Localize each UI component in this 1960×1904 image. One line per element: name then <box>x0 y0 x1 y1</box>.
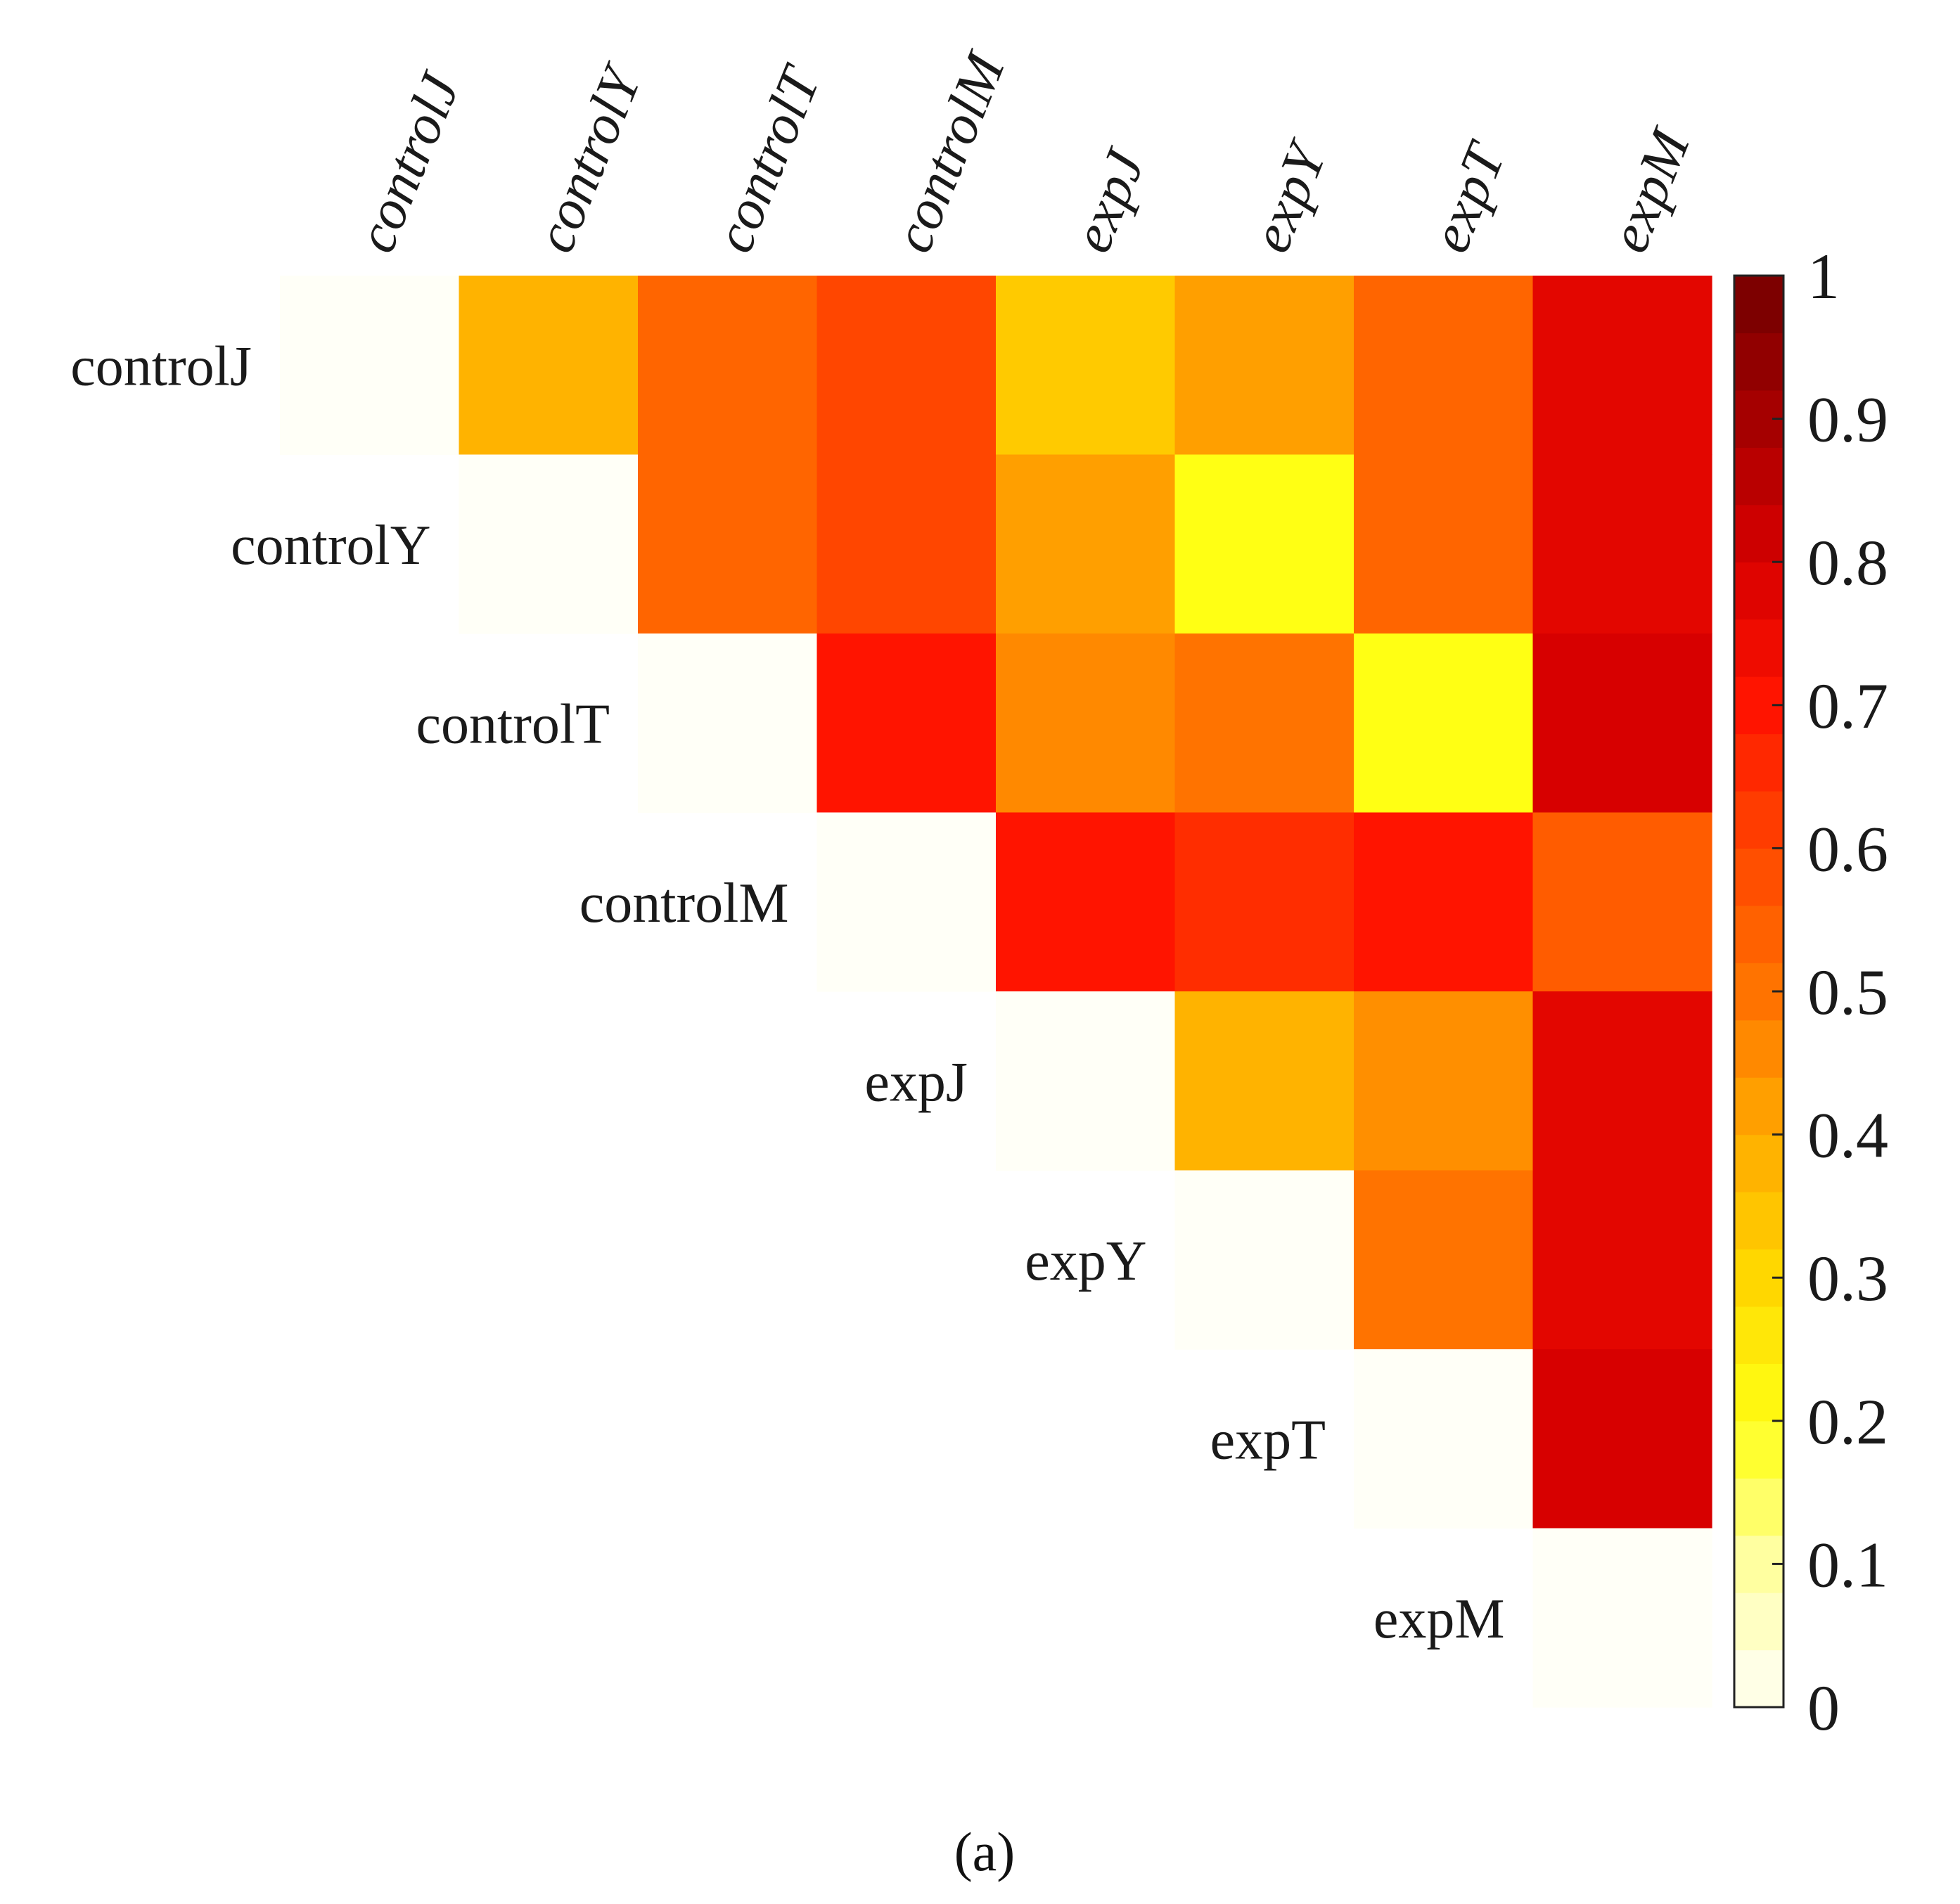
row-label: expY <box>1025 1230 1146 1292</box>
colorbar-segment <box>1734 790 1783 849</box>
heatmap-cell <box>1532 454 1712 634</box>
column-label: expJ <box>1061 140 1158 261</box>
row-label: controlM <box>579 873 789 934</box>
heatmap-cell <box>996 633 1176 813</box>
heatmap-cell <box>816 812 997 992</box>
column-label: controlT <box>703 56 833 261</box>
column-label: expY <box>1240 131 1340 261</box>
heatmap-cell <box>1532 1349 1712 1529</box>
heatmap-cell <box>996 991 1176 1171</box>
colorbar-segment <box>1734 562 1783 620</box>
heatmap-cell <box>1532 991 1712 1171</box>
heatmap-cell <box>638 454 818 634</box>
heatmap-cell <box>816 633 997 813</box>
colorbar-tick-label: 0.6 <box>1807 813 1888 885</box>
row-label: expM <box>1373 1588 1505 1650</box>
heatmap-cell <box>1354 812 1534 992</box>
row-label: expJ <box>864 1051 968 1113</box>
heatmap-cell <box>1354 1170 1534 1350</box>
row-label: controlJ <box>70 335 252 397</box>
colorbar: 0 0.1 0.2 0.3 0.4 0.5 0.6 0.7 0.8 0.9 1 <box>1733 240 1888 1744</box>
heatmap-cell <box>1174 454 1354 634</box>
column-label: expM <box>1598 119 1703 261</box>
heatmap-cell <box>1532 1170 1712 1350</box>
colorbar-segment <box>1734 1306 1783 1364</box>
colorbar-segment <box>1734 905 1783 963</box>
colorbar-segment <box>1734 1077 1783 1136</box>
heatmap-cell <box>638 633 818 813</box>
heatmap-cell <box>996 276 1176 456</box>
heatmap-cell <box>1532 276 1712 456</box>
row-label: controlT <box>416 693 610 755</box>
heatmap-cell <box>1174 633 1354 813</box>
colorbar-segment <box>1734 333 1783 391</box>
heatmap-cell <box>1354 633 1534 813</box>
heatmap-cell <box>1174 812 1354 992</box>
column-label: expT <box>1418 132 1518 260</box>
heatmap-cell <box>1354 991 1534 1171</box>
column-label: controlJ <box>345 63 473 261</box>
heatmap-cell <box>996 812 1176 992</box>
column-labels: controlJ controlY controlT controlM expJ expY… <box>345 42 1703 260</box>
heatmap-cell <box>1354 454 1534 634</box>
colorbar-segment <box>1734 848 1783 906</box>
colorbar-tick-label: 0.7 <box>1807 670 1888 742</box>
colorbar-segment <box>1734 619 1783 677</box>
heatmap-cell <box>1174 1170 1354 1350</box>
colorbar-tick-label: 0.3 <box>1807 1242 1888 1314</box>
heatmap-cell <box>1174 991 1354 1171</box>
colorbar-tick-label: 0.5 <box>1807 956 1888 1028</box>
heatmap-cell <box>996 454 1176 634</box>
panel-label: (a) <box>954 1821 1016 1882</box>
heatmap-cell <box>459 454 639 634</box>
heatmap-cell <box>1354 276 1534 456</box>
column-label: controlM <box>882 42 1018 260</box>
heatmap-cells <box>280 276 1712 1708</box>
colorbar-segment <box>1734 447 1783 506</box>
colorbar-segment <box>1734 1134 1783 1192</box>
colorbar-tick-label: 0.1 <box>1807 1529 1888 1600</box>
heatmap-cell <box>1532 633 1712 813</box>
heatmap-cell <box>638 276 818 456</box>
colorbar-segment <box>1734 1019 1783 1078</box>
colorbar-segment <box>1734 1192 1783 1250</box>
heatmap-cell <box>1174 276 1354 456</box>
colorbar-segment <box>1734 1420 1783 1479</box>
colorbar-segment <box>1734 1593 1783 1651</box>
colorbar-tick-label: 0 <box>1807 1672 1840 1744</box>
row-label: controlY <box>231 515 430 577</box>
column-label: controlY <box>524 55 655 261</box>
colorbar-segment <box>1734 1363 1783 1422</box>
colorbar-segment <box>1734 1649 1783 1708</box>
colorbar-tick-label: 0.9 <box>1807 384 1888 456</box>
heatmap-cell <box>459 276 639 456</box>
colorbar-segment <box>1734 504 1783 562</box>
colorbar-tick-label: 1 <box>1807 240 1840 312</box>
heatmap-cell <box>1532 812 1712 992</box>
heatmap-cell <box>1354 1349 1534 1529</box>
heatmap-cell <box>816 454 997 634</box>
colorbar-segment <box>1734 1478 1783 1536</box>
row-label: expT <box>1210 1409 1326 1471</box>
heatmap-cell <box>1532 1528 1712 1708</box>
row-labels: controlJ controlY controlT controlM expJ expY… <box>70 335 1504 1650</box>
colorbar-segment <box>1734 733 1783 792</box>
colorbar-tick-label: 0.2 <box>1807 1386 1888 1458</box>
colorbar-tick-label: 0.4 <box>1807 1100 1888 1171</box>
heatmap-cell <box>280 276 460 456</box>
colorbar-segment <box>1734 276 1783 334</box>
heatmap-cell <box>816 276 997 456</box>
colorbar-tick-label: 0.8 <box>1807 527 1888 598</box>
